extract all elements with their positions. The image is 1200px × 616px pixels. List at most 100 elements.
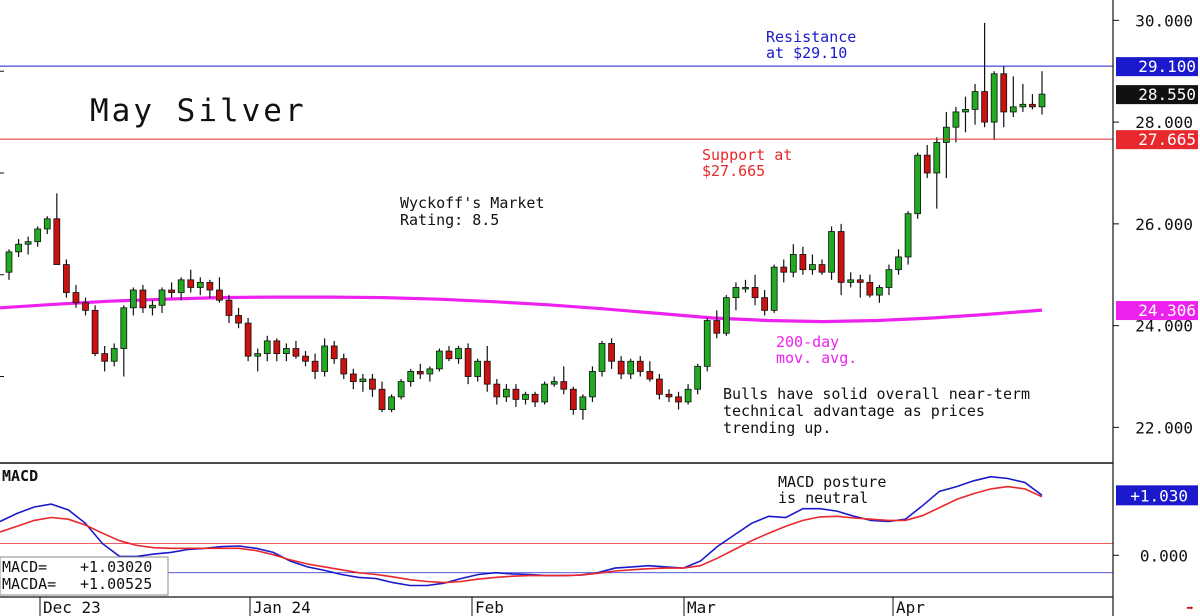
candle-53 bbox=[512, 384, 520, 408]
commentary-line-1: Bulls have solid overall near-term bbox=[723, 385, 1030, 403]
candle-49 bbox=[474, 358, 482, 382]
candle-103 bbox=[990, 71, 998, 140]
candle-body-28 bbox=[273, 340, 281, 355]
macd-title: MACD bbox=[2, 467, 38, 485]
candle-41 bbox=[397, 379, 405, 400]
candle-66 bbox=[636, 356, 644, 377]
candle-47 bbox=[455, 345, 462, 364]
candle-body-22 bbox=[216, 289, 223, 301]
candle-81 bbox=[780, 259, 788, 283]
scroll-right-icon[interactable]: ➡ bbox=[1186, 601, 1193, 615]
price-tick-label-1: 28.000 bbox=[1135, 113, 1193, 132]
candle-101 bbox=[971, 83, 979, 125]
candle-28 bbox=[273, 338, 281, 362]
candle-102 bbox=[981, 22, 988, 128]
candle-body-11 bbox=[110, 348, 118, 362]
candle-99 bbox=[952, 106, 960, 143]
candle-body-25 bbox=[244, 322, 252, 357]
candle-63 bbox=[608, 338, 615, 369]
macd-last-box bbox=[1116, 485, 1198, 506]
candle-body-41 bbox=[397, 381, 405, 398]
candle-43 bbox=[416, 363, 424, 380]
candle-body-87 bbox=[837, 231, 845, 283]
macd-note-2: is neutral bbox=[778, 489, 868, 507]
candle-body-91 bbox=[876, 287, 883, 296]
candle-73 bbox=[703, 317, 711, 372]
candle-body-53 bbox=[512, 388, 520, 400]
candle-19 bbox=[187, 269, 195, 293]
candle-50 bbox=[483, 345, 491, 392]
candle-7 bbox=[72, 284, 80, 308]
candle-body-27 bbox=[263, 340, 271, 355]
candle-42 bbox=[407, 368, 415, 387]
candle-body-55 bbox=[531, 393, 539, 403]
commentary-line-3: trending up. bbox=[723, 419, 831, 437]
candle-body-85 bbox=[818, 264, 826, 273]
candle-body-102 bbox=[981, 91, 988, 123]
candle-75 bbox=[722, 295, 730, 336]
candle-80 bbox=[770, 264, 778, 313]
candle-body-30 bbox=[292, 348, 300, 357]
candle-body-32 bbox=[311, 360, 319, 372]
candle-body-72 bbox=[694, 365, 702, 390]
candle-body-71 bbox=[684, 388, 692, 403]
candle-20 bbox=[196, 277, 204, 296]
support-text-2: $27.665 bbox=[702, 162, 765, 180]
candle-body-48 bbox=[464, 348, 472, 377]
candle-body-18 bbox=[177, 279, 185, 293]
candle-52 bbox=[503, 384, 510, 402]
macd-readout-value: +1.03020 bbox=[80, 558, 152, 576]
candle-59 bbox=[569, 386, 577, 415]
candle-68 bbox=[656, 373, 663, 400]
last-price-label: 28.550 bbox=[1138, 85, 1196, 104]
candle-body-96 bbox=[923, 154, 931, 174]
candle-body-8 bbox=[82, 302, 89, 311]
candle-body-50 bbox=[483, 360, 491, 385]
candle-body-79 bbox=[761, 297, 768, 311]
candle-4 bbox=[43, 216, 51, 235]
candle-93 bbox=[895, 249, 902, 275]
candle-body-58 bbox=[560, 381, 568, 390]
candle-107 bbox=[1029, 94, 1036, 110]
candle-25 bbox=[244, 317, 252, 362]
moving-average-line bbox=[0, 295, 1043, 324]
candle-82 bbox=[789, 244, 797, 278]
candle-92 bbox=[885, 264, 893, 296]
candle-body-54 bbox=[522, 393, 529, 400]
candle-body-44 bbox=[426, 368, 434, 375]
candle-body-108 bbox=[1038, 93, 1046, 108]
support-price-box bbox=[1116, 130, 1198, 150]
candle-body-14 bbox=[139, 289, 147, 309]
last-price-box bbox=[1116, 85, 1198, 105]
candle-body-69 bbox=[665, 393, 673, 398]
time-label-1: Jan 24 bbox=[253, 598, 311, 616]
candle-body-4 bbox=[43, 218, 51, 230]
candle-body-0 bbox=[5, 251, 13, 273]
candle-body-9 bbox=[91, 309, 99, 355]
candle-body-40 bbox=[388, 396, 395, 410]
candle-body-101 bbox=[971, 91, 979, 110]
candle-77 bbox=[742, 279, 749, 293]
ma-text-1: 200-day bbox=[776, 333, 839, 351]
candle-8 bbox=[82, 297, 89, 316]
candle-91 bbox=[876, 284, 883, 303]
resistance-text-2: at $29.10 bbox=[766, 44, 847, 62]
macd-panel: MACD MACD posture is neutral MACD= +1.03… bbox=[0, 467, 1198, 596]
candle-96 bbox=[923, 145, 931, 179]
candle-body-99 bbox=[952, 111, 960, 128]
candle-body-84 bbox=[809, 264, 816, 271]
time-axis-labels: Dec 23 Jan 24 Feb Mar Apr bbox=[39, 597, 925, 616]
candle-body-12 bbox=[120, 307, 128, 349]
candle-26 bbox=[254, 348, 262, 372]
candle-body-65 bbox=[627, 360, 635, 375]
chart-title: May Silver bbox=[90, 93, 307, 129]
candle-body-34 bbox=[330, 345, 338, 360]
candle-79 bbox=[761, 290, 768, 316]
candle-body-24 bbox=[235, 315, 242, 324]
rating-line-2: Rating: 8.5 bbox=[400, 211, 499, 229]
candle-body-45 bbox=[436, 350, 443, 370]
candle-body-15 bbox=[149, 304, 156, 309]
candle-33 bbox=[321, 338, 329, 377]
macd-readout-box: MACD= +1.03020 MACDA= +1.00525 bbox=[0, 556, 169, 596]
